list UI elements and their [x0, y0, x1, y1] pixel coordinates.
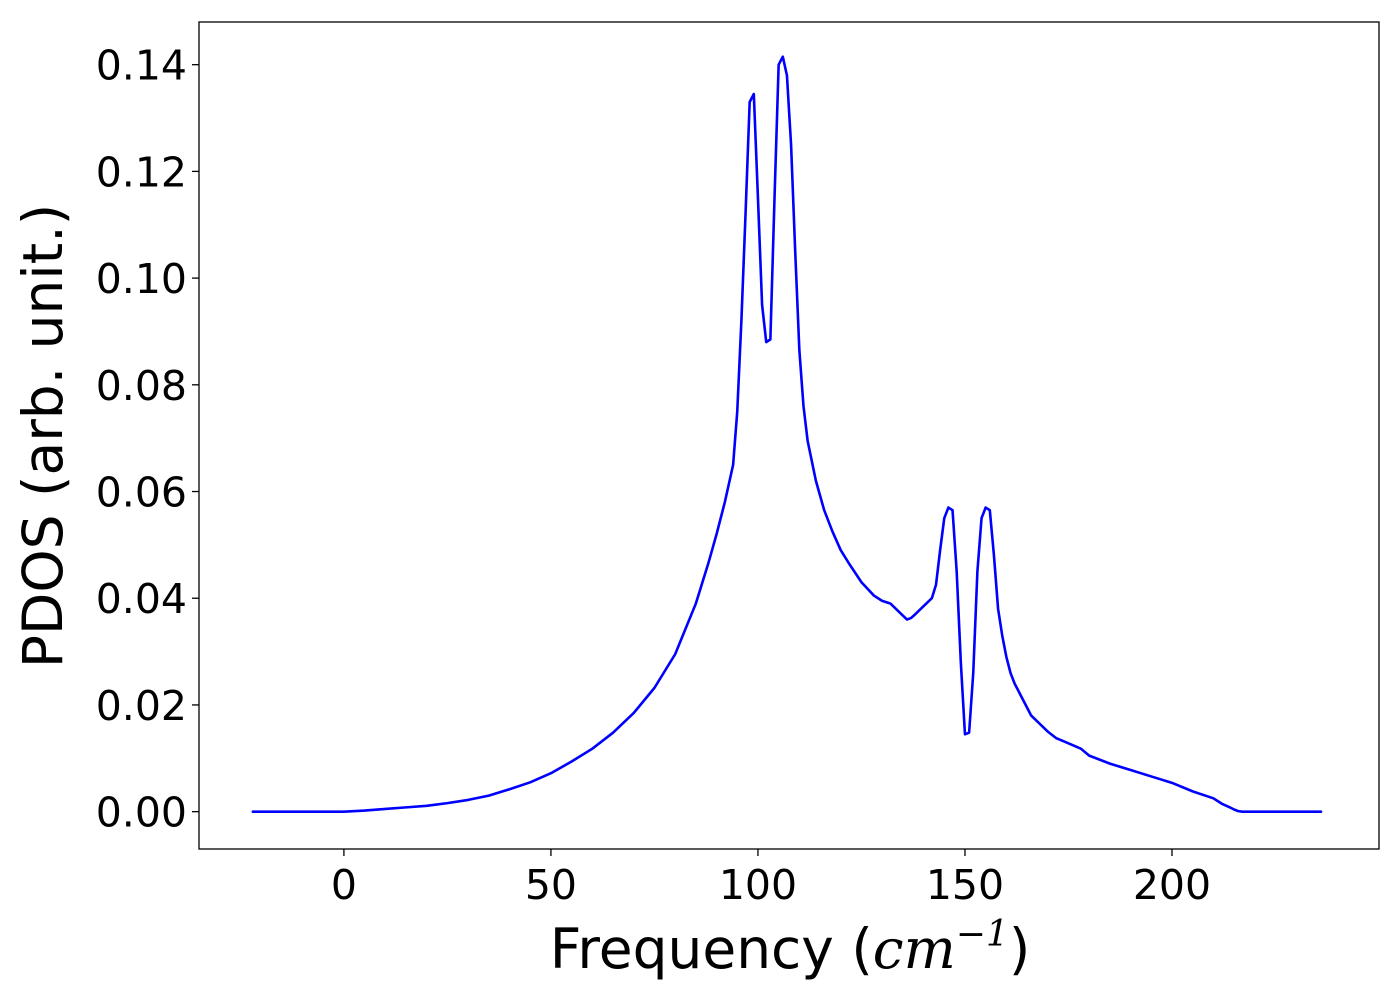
- y-axis-ticks: 0.00 0.02 0.04 0.06 0.08 0.10 0.12 0.14: [96, 42, 199, 837]
- y-tick-label: 0.06: [96, 469, 187, 517]
- y-tick-label: 0.10: [96, 255, 187, 303]
- x-axis-ticks: 0 50 100 150 200: [331, 849, 1211, 909]
- x-tick-label: 50: [525, 861, 577, 909]
- y-tick-label: 0.12: [96, 148, 187, 196]
- y-tick-label: 0.08: [96, 362, 187, 410]
- y-tick-label: 0.00: [96, 789, 187, 837]
- y-tick-label: 0.14: [96, 42, 187, 90]
- x-tick-label: 0: [331, 861, 357, 909]
- pdos-series-line: [251, 55, 1323, 813]
- x-tick-label: 150: [926, 861, 1004, 909]
- axes-frame: [198, 21, 1380, 850]
- y-tick-label: 0.02: [96, 682, 187, 730]
- y-tick-label: 0.04: [96, 575, 187, 623]
- y-axis-label: PDOS (arb. unit.): [11, 204, 75, 668]
- x-tick-label: 100: [719, 861, 797, 909]
- x-axis-label: Frequency (cm−1): [550, 914, 1031, 981]
- plot-area: [251, 55, 1323, 813]
- x-tick-label: 200: [1133, 861, 1211, 909]
